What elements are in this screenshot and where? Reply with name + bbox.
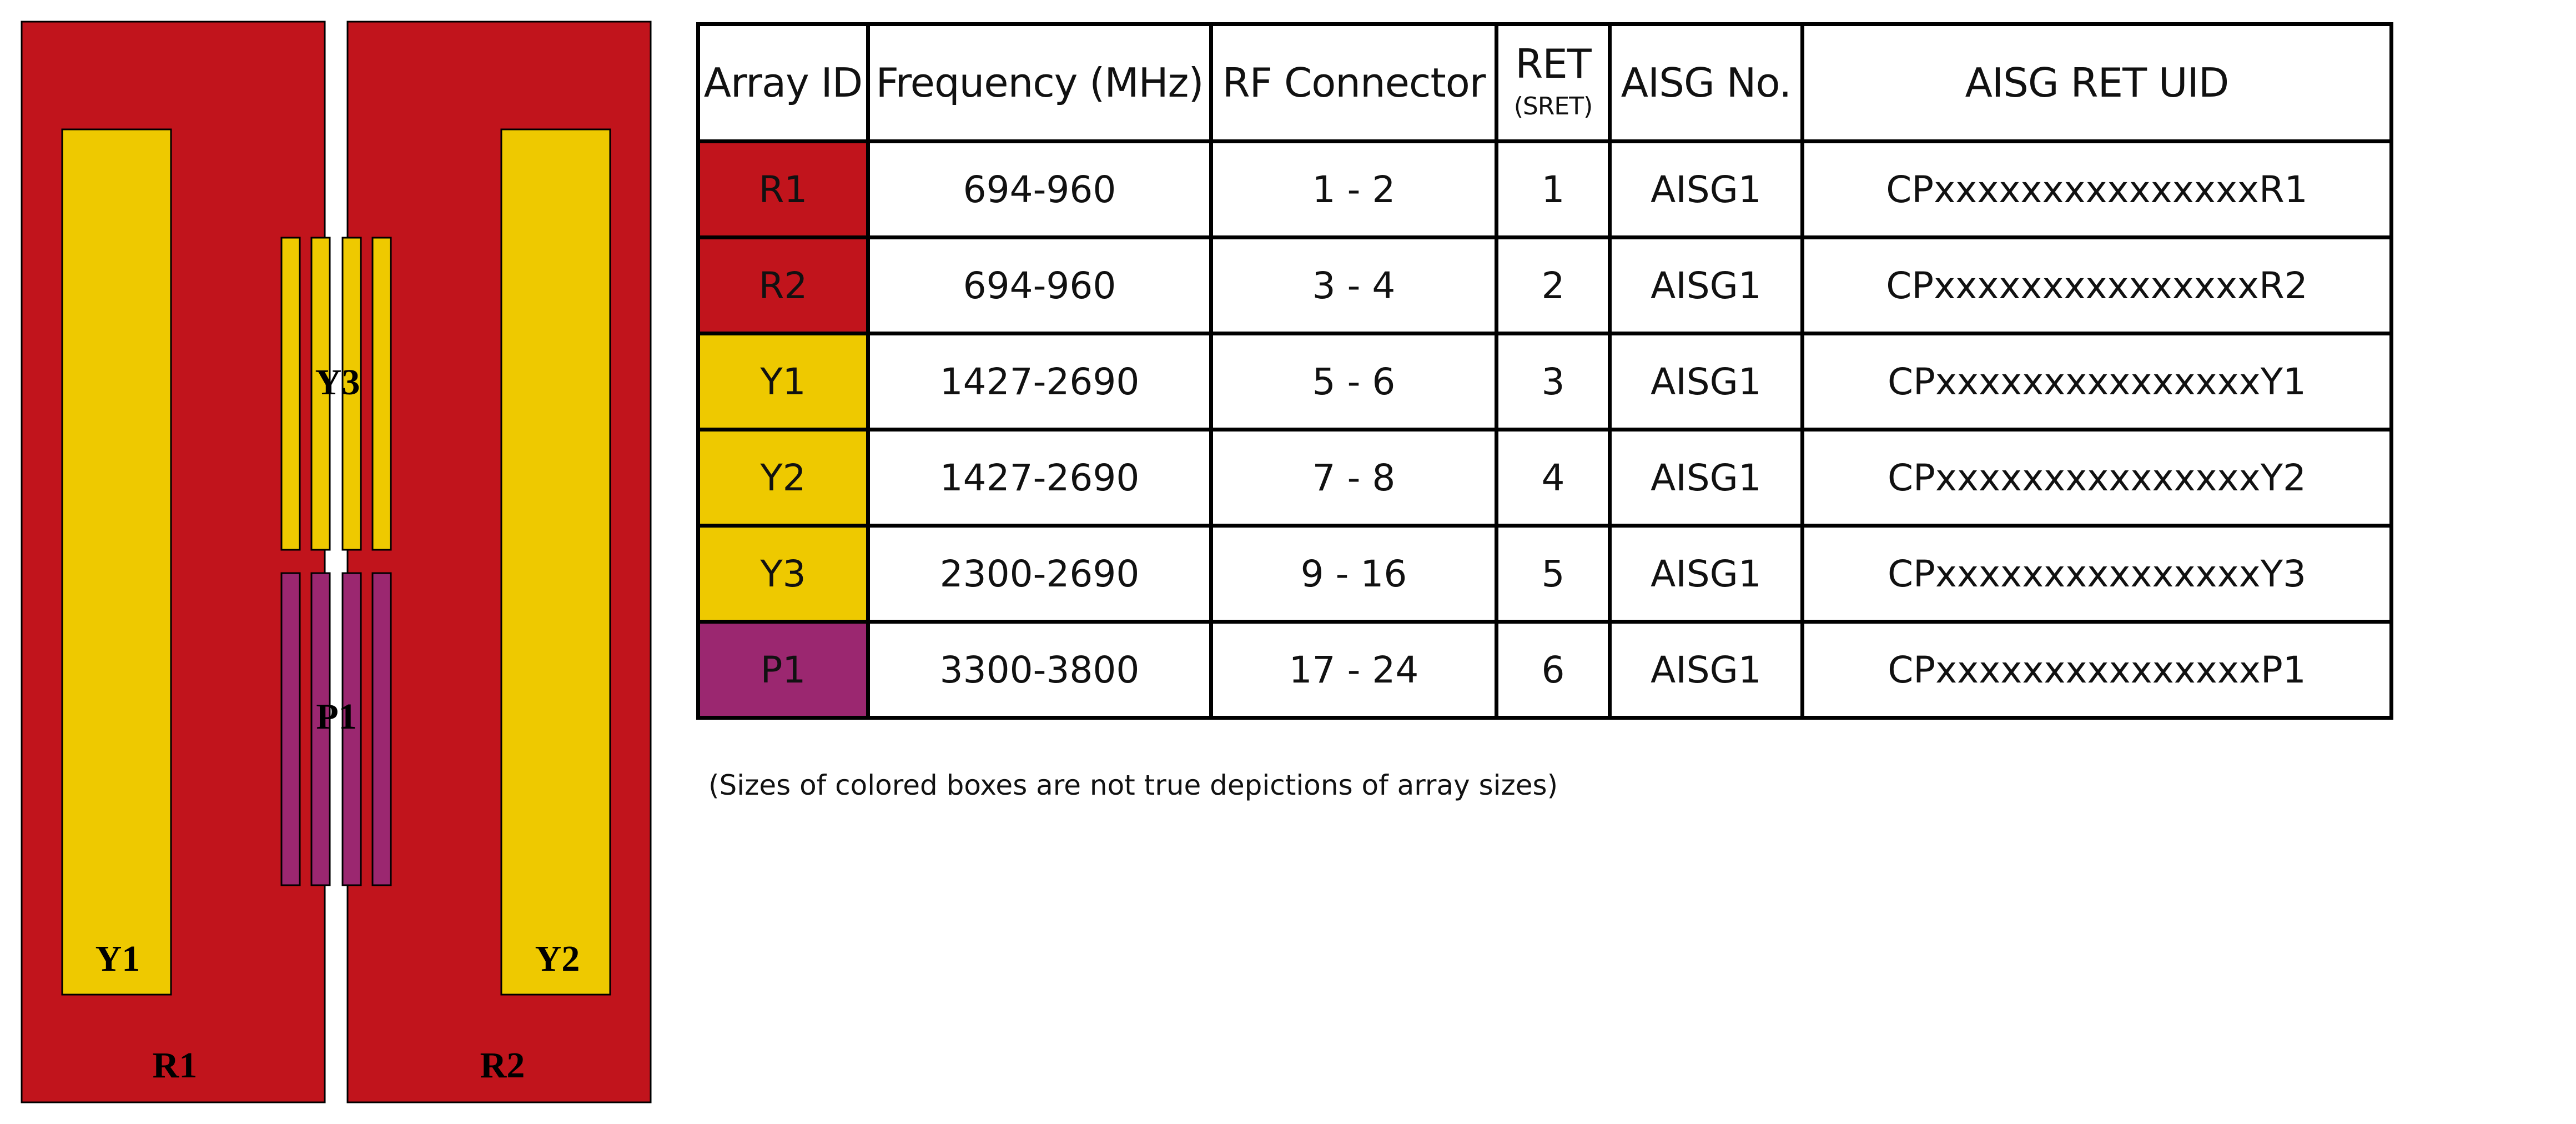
header-array-id: Array ID (696, 22, 870, 143)
cell-array-id: Y3 (696, 524, 870, 624)
cell-aisg-no: AISG1 (1608, 620, 1804, 720)
cell-frequency: 2300-2690 (866, 524, 1213, 624)
array-p1-column (371, 572, 392, 886)
label-r2: R2 (480, 1045, 525, 1086)
center-gap (326, 19, 346, 1105)
header-aisg-ret-uid: AISG RET UID (1800, 22, 2393, 143)
cell-ret: 6 (1495, 620, 1612, 720)
cell-aisg-no: AISG1 (1608, 235, 1804, 335)
cell-ret: 3 (1495, 332, 1612, 431)
table-row: P1 3300-3800 17 - 24 6 AISG1 CPxxxxxxxxx… (696, 620, 2393, 720)
cell-frequency: 694-960 (866, 235, 1213, 335)
cell-array-id: P1 (696, 620, 870, 720)
cell-array-id: Y2 (696, 428, 870, 528)
label-r1: R1 (153, 1045, 198, 1086)
table-row: R2 694-960 3 - 4 2 AISG1 CPxxxxxxxxxxxxx… (696, 235, 2393, 335)
label-p1: P1 (316, 696, 356, 737)
cell-rf-connector: 3 - 4 (1209, 235, 1498, 335)
cell-aisg-ret-uid: CPxxxxxxxxxxxxxxxY2 (1800, 428, 2393, 528)
cell-array-id: Y1 (696, 332, 870, 431)
cell-array-id: R2 (696, 235, 870, 335)
cell-aisg-ret-uid: CPxxxxxxxxxxxxxxxY3 (1800, 524, 2393, 624)
array-y1-box (61, 128, 172, 996)
array-p1-columns (280, 572, 392, 886)
antenna-array-diagram: Y3 P1 Y1 Y2 R1 R2 (21, 19, 652, 1105)
header-ret-label: RET (1515, 40, 1592, 87)
cell-rf-connector: 1 - 2 (1209, 139, 1498, 239)
table-row: R1 694-960 1 - 2 1 AISG1 CPxxxxxxxxxxxxx… (696, 139, 2393, 239)
header-ret-sublabel: (SRET) (1513, 92, 1593, 121)
table-row: Y2 1427-2690 7 - 8 4 AISG1 CPxxxxxxxxxxx… (696, 428, 2393, 528)
cell-aisg-ret-uid: CPxxxxxxxxxxxxxxxP1 (1800, 620, 2393, 720)
array-p1-column (341, 572, 362, 886)
table-note: (Sizes of colored boxes are not true dep… (708, 769, 1558, 801)
cell-ret: 2 (1495, 235, 1612, 335)
cell-aisg-no: AISG1 (1608, 332, 1804, 431)
table-row: Y3 2300-2690 9 - 16 5 AISG1 CPxxxxxxxxxx… (696, 524, 2393, 624)
cell-ret: 1 (1495, 139, 1612, 239)
cell-array-id: R1 (696, 139, 870, 239)
cell-rf-connector: 7 - 8 (1209, 428, 1498, 528)
array-y3-column (371, 237, 392, 551)
array-y3-columns (280, 237, 392, 551)
array-table: Array ID Frequency (MHz) RF Connector RE… (696, 22, 2393, 720)
cell-rf-connector: 5 - 6 (1209, 332, 1498, 431)
header-rf-connector: RF Connector (1209, 22, 1498, 143)
cell-ret: 5 (1495, 524, 1612, 624)
header-aisg-no: AISG No. (1608, 22, 1804, 143)
header-frequency: Frequency (MHz) (866, 22, 1213, 143)
cell-aisg-no: AISG1 (1608, 139, 1804, 239)
cell-rf-connector: 17 - 24 (1209, 620, 1498, 720)
table-row: Y1 1427-2690 5 - 6 3 AISG1 CPxxxxxxxxxxx… (696, 332, 2393, 431)
cell-aisg-ret-uid: CPxxxxxxxxxxxxxxxY1 (1800, 332, 2393, 431)
cell-rf-connector: 9 - 16 (1209, 524, 1498, 624)
array-p1-column (280, 572, 301, 886)
cell-ret: 4 (1495, 428, 1612, 528)
cell-frequency: 694-960 (866, 139, 1213, 239)
label-y3: Y3 (315, 362, 360, 403)
array-p1-column (310, 572, 331, 886)
cell-aisg-no: AISG1 (1608, 524, 1804, 624)
array-y2-box (500, 128, 611, 996)
array-y3-column (280, 237, 301, 551)
cell-frequency: 3300-3800 (866, 620, 1213, 720)
cell-aisg-no: AISG1 (1608, 428, 1804, 528)
array-y3-column (310, 237, 331, 551)
cell-aisg-ret-uid: CPxxxxxxxxxxxxxxxR1 (1800, 139, 2393, 239)
label-y1: Y1 (95, 939, 140, 979)
table-header-row: Array ID Frequency (MHz) RF Connector RE… (696, 22, 2393, 143)
cell-aisg-ret-uid: CPxxxxxxxxxxxxxxxR2 (1800, 235, 2393, 335)
header-ret: RET (SRET) (1495, 22, 1612, 143)
cell-frequency: 1427-2690 (866, 332, 1213, 431)
cell-frequency: 1427-2690 (866, 428, 1213, 528)
label-y2: Y2 (535, 939, 580, 979)
array-y3-column (341, 237, 362, 551)
